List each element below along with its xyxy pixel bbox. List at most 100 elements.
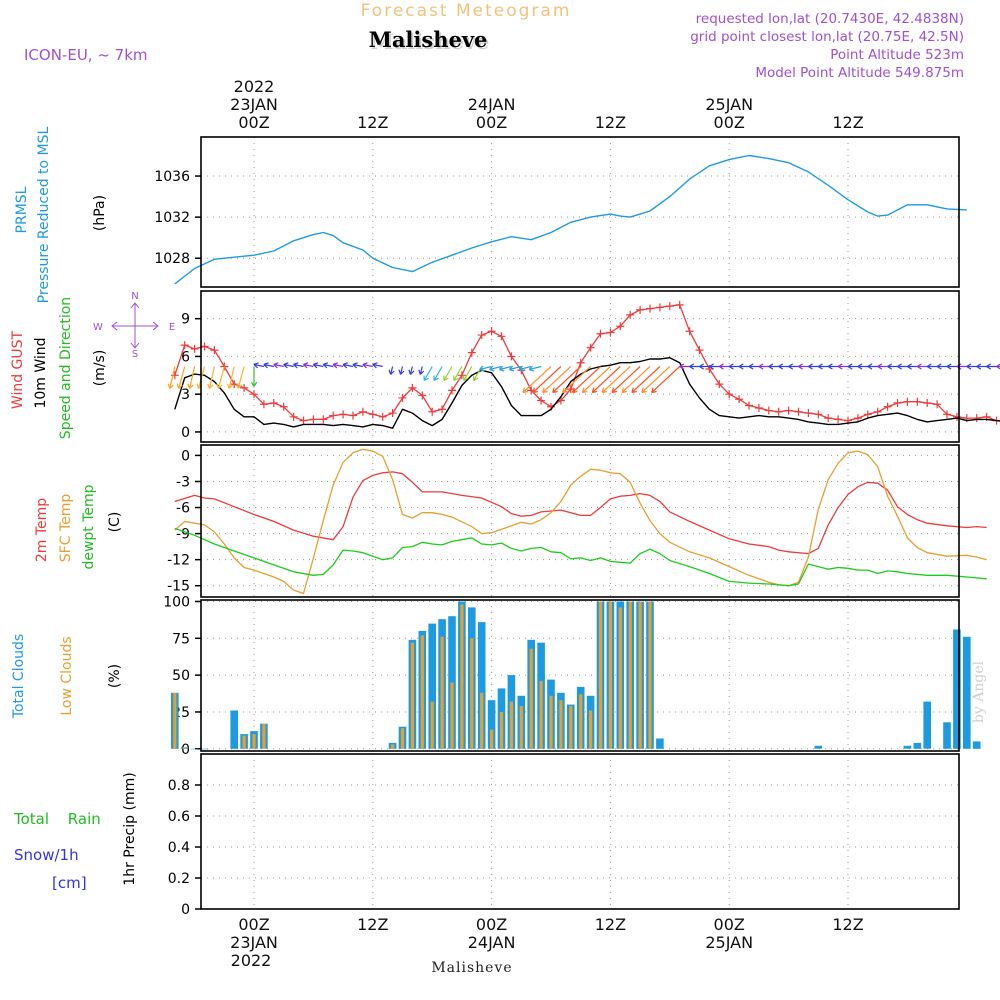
model-label: ICON-EU, ~ 7km [24,46,148,64]
wind-direction-arrow [332,362,344,369]
precip-axis-label: 1hr Precip (mm) [122,772,138,885]
wind-direction-arrow [562,366,592,394]
wind-panel: 0 3 6 9 [167,290,1000,443]
wind-direction-arrow [227,366,235,389]
y-tick-label: 1036 [154,169,190,185]
low-cloud-bar [529,648,533,749]
total-cloud-bar [656,738,664,749]
wind-direction-arrow [936,363,947,370]
low-cloud-bar [638,601,642,749]
top-date-label: 23JAN [230,95,278,114]
gust-marker [438,405,447,414]
wind-direction-arrow [728,363,740,370]
total-clouds-label: Total Clouds [11,634,27,719]
snow-unit-label: [cm] [52,874,87,892]
wind-direction-arrow [887,363,898,370]
gust-marker [626,310,635,319]
top-time-label: 00Z [238,113,269,132]
prmsl-label: PRMSL [14,186,30,233]
model-point-altitude: Model Point Altitude 549.875m [755,65,964,81]
wind-direction-arrow [167,366,176,389]
wind-direction-arrow [176,366,186,389]
gust-marker [576,358,585,367]
bottom-time-label: 00Z [238,915,269,934]
gust-marker [309,415,318,424]
wind-direction-arrow [453,366,463,382]
y-tick-label: 0.2 [168,871,190,887]
gust-marker [170,371,179,380]
compass-s: S [132,349,138,360]
gust-marker [596,329,605,338]
low-cloud-bar [499,712,504,749]
wind-direction-arrow [906,363,918,370]
gust-marker [537,396,546,405]
wind-direction-arrow [498,365,512,372]
wind-direction-arrow [463,366,473,382]
panel-frame [200,599,960,752]
y-tick-label: 0.8 [168,778,190,794]
wind-direction-arrow [611,366,641,394]
low-cloud-bar [410,642,414,749]
wind-direction-arrow [708,363,720,370]
gust-marker [378,412,387,421]
gust-marker [319,415,328,424]
wind-direction-arrow [976,363,987,370]
bottom-time-label: 00Z [476,915,507,934]
gust-marker [269,398,278,407]
y-tick-label: 3 [181,387,190,403]
pressure-line [174,154,967,285]
wind-direction-arrow [479,365,492,372]
wind-direction-arrow [621,366,651,394]
gust-marker [646,304,654,313]
compass-arrows-icon [111,302,159,349]
wind-direction-arrow [651,366,681,394]
low-cloud-bar [470,638,474,749]
bottom-year-label: 2022 [231,951,272,970]
total-cloud-bar [428,623,436,749]
compass-rose: N S W E [93,291,175,360]
wind-direction-arrow [312,362,324,369]
gust-marker [883,402,892,411]
y-tick-label: -6 [176,501,190,517]
compass-w: W [93,322,103,333]
location-title-shadow: Malisheve [371,29,490,54]
gust-marker [457,371,466,380]
low-cloud-bar [618,607,622,749]
gust-marker [497,332,506,341]
low-cloud-bar [539,681,543,749]
gust-marker [329,411,338,420]
total-cloud-bar [814,745,823,749]
low-cloud-bar [490,729,494,749]
total-cloud-bar [972,741,981,749]
panel-frame [200,753,960,910]
wind-direction-arrow [857,363,868,370]
low-cloud-bar [232,748,236,750]
top-year-label: 2022 [234,77,275,96]
tsfc-label: SFC Temp [58,494,74,563]
gust-marker [913,397,922,406]
bottom-date-label: 24JAN [468,933,516,952]
gust-marker [259,400,268,409]
wind-direction-arrow [542,366,572,394]
gust-label: Wind GUST [10,330,26,409]
gust-marker [586,343,595,352]
low-cloud-bar [608,601,612,749]
gust-marker [349,411,357,420]
wind10m-line [174,357,1000,429]
y-tick-label: 1032 [154,210,190,226]
total-cloud-bar [903,745,912,749]
y-tick-label: 50 [172,668,190,684]
gust-marker [685,327,694,336]
wind-direction-arrow [522,366,552,394]
bottom-time-label: 00Z [714,915,745,934]
wind-direction-arrow [418,366,425,375]
y-tick-label: 9 [181,312,190,328]
wind-direction-arrow [372,362,383,369]
compass-n: N [131,291,138,302]
wind-direction-arrow [253,362,265,369]
y-tick-label: 0.6 [168,809,190,825]
requested-coords: requested lon,lat (20.7430E, 42.4838N) [696,11,964,27]
low-cloud-bar [549,695,553,749]
